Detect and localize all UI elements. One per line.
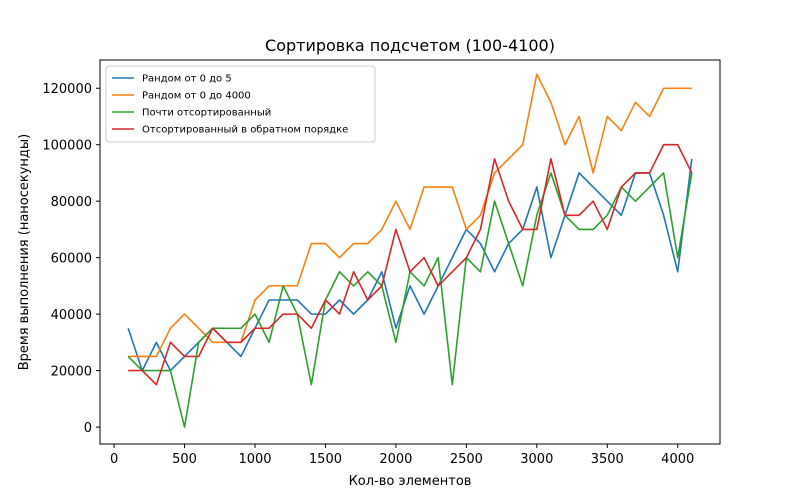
x-tick-label: 4000 bbox=[661, 452, 694, 467]
y-tick-label: 0 bbox=[84, 421, 92, 436]
series-line-3 bbox=[127, 172, 693, 428]
legend-label: Рандом от 0 до 4000 bbox=[142, 91, 251, 102]
x-axis-label: Кол-во элементов bbox=[349, 474, 472, 489]
series-line-1 bbox=[127, 158, 693, 372]
y-tick-label: 100000 bbox=[42, 139, 92, 154]
series-line-2 bbox=[128, 73, 692, 358]
y-tick-label: 80000 bbox=[51, 195, 92, 210]
axis-ticks: 0 500 1000 1500 2000 2500 3000 3500 400002000040… bbox=[42, 82, 694, 467]
y-tick-label: 20000 bbox=[51, 365, 92, 380]
x-tick-label: 3500 bbox=[591, 452, 624, 467]
legend-label: Почти отсортированный bbox=[142, 108, 271, 119]
y-axis-label: Время выполнения (наносекунды) bbox=[17, 134, 32, 371]
x-tick-label: 0 bbox=[110, 452, 118, 467]
legend-box bbox=[105, 65, 376, 143]
legend: Рандом от 0 до 5 Рандом от 0 до 4000 Почти… bbox=[105, 65, 376, 143]
legend-label: Рандом от 0 до 5 bbox=[142, 74, 232, 85]
legend-label: Отсортированный в обратном порядке bbox=[142, 125, 348, 136]
x-tick-label: 1000 bbox=[238, 452, 271, 467]
y-tick-label: 120000 bbox=[42, 82, 92, 97]
plot-frame bbox=[99, 59, 721, 445]
series-line-4 bbox=[128, 143, 693, 386]
y-tick-label: 40000 bbox=[51, 308, 92, 323]
series-lines bbox=[127, 73, 693, 428]
x-tick-label: 2500 bbox=[450, 452, 483, 467]
x-tick-label: 1500 bbox=[309, 452, 342, 467]
x-tick-label: 500 bbox=[172, 452, 197, 467]
x-tick-label: 2000 bbox=[379, 452, 412, 467]
chart-title: Сортировка подсчетом (100-4100) bbox=[265, 36, 555, 55]
x-tick-label: 3000 bbox=[520, 452, 553, 467]
y-tick-label: 60000 bbox=[51, 252, 92, 267]
